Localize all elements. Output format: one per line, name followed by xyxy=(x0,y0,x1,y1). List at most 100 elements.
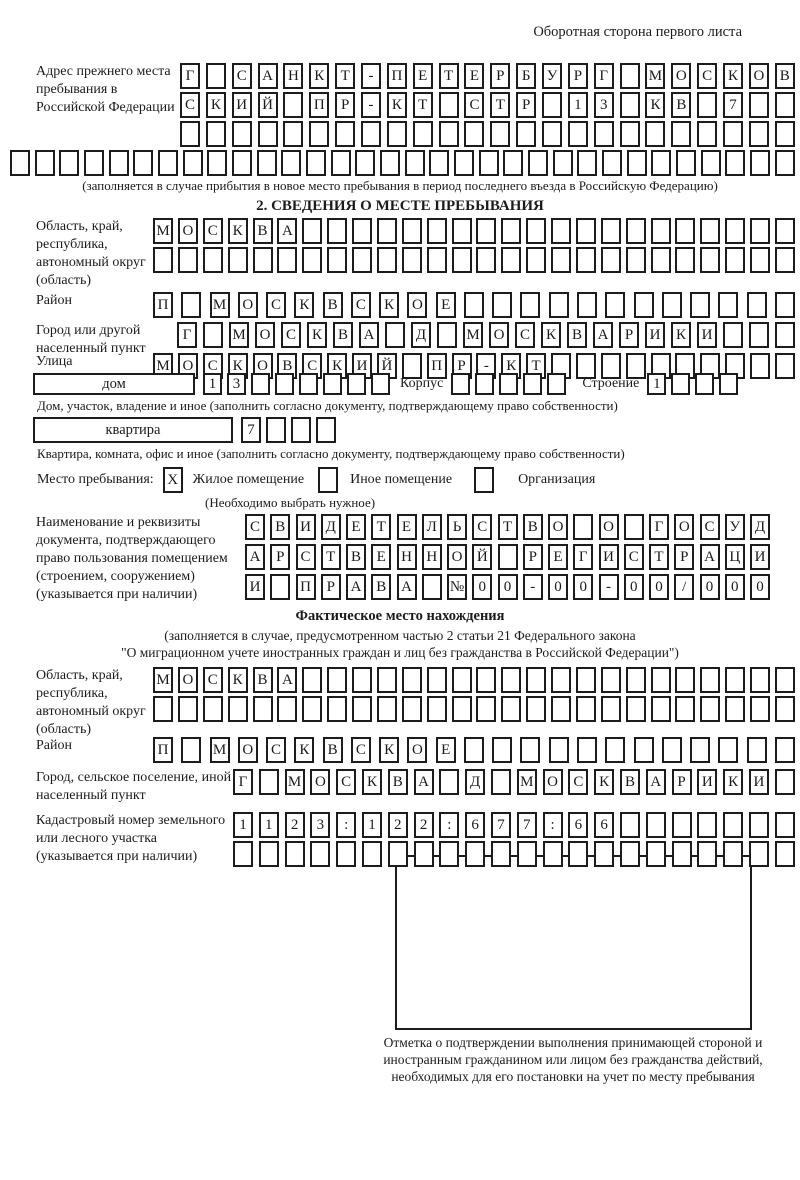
char-cell[interactable]: В xyxy=(252,667,273,693)
char-cell[interactable] xyxy=(700,218,721,244)
char-cell[interactable] xyxy=(302,696,323,722)
char-cell[interactable]: С xyxy=(202,667,223,693)
char-cell[interactable]: С xyxy=(464,92,485,118)
char-cell[interactable] xyxy=(576,292,597,318)
char-cell[interactable] xyxy=(352,218,372,244)
char-cell[interactable] xyxy=(619,121,640,147)
char-cell[interactable] xyxy=(503,150,524,176)
char-cell[interactable] xyxy=(426,218,447,244)
char-cell[interactable] xyxy=(676,150,697,176)
char-cell[interactable] xyxy=(625,696,646,722)
char-cell[interactable] xyxy=(277,247,298,273)
char-cell[interactable]: Д xyxy=(320,514,341,540)
char-cell[interactable] xyxy=(548,737,569,763)
char-cell[interactable]: Р xyxy=(619,322,639,348)
char-cell[interactable] xyxy=(205,121,226,147)
char-cell[interactable] xyxy=(347,373,366,395)
char-cell[interactable]: К xyxy=(723,769,744,795)
char-cell[interactable]: В xyxy=(252,218,273,244)
char-cell[interactable] xyxy=(749,322,769,348)
char-cell[interactable]: Б xyxy=(516,63,537,89)
char-cell[interactable] xyxy=(251,373,270,395)
char-cell[interactable] xyxy=(725,247,746,273)
char-cell[interactable]: О xyxy=(177,667,198,693)
char-cell[interactable] xyxy=(526,696,547,722)
char-cell[interactable]: 1 xyxy=(233,812,253,838)
char-cell[interactable]: Т xyxy=(320,544,341,570)
char-cell[interactable]: О xyxy=(674,514,695,540)
char-cell[interactable] xyxy=(750,150,771,176)
char-cell[interactable] xyxy=(476,696,497,722)
char-cell[interactable] xyxy=(774,247,795,273)
char-cell[interactable]: П xyxy=(386,63,407,89)
char-cell[interactable] xyxy=(725,696,746,722)
char-cell[interactable] xyxy=(437,322,457,348)
char-cell[interactable] xyxy=(153,696,173,722)
char-cell[interactable]: Е xyxy=(412,63,433,89)
char-cell[interactable] xyxy=(750,247,770,273)
char-cell[interactable] xyxy=(774,667,795,693)
char-cell[interactable]: Й xyxy=(257,92,278,118)
char-cell[interactable] xyxy=(774,812,795,838)
char-cell[interactable]: К xyxy=(379,737,400,763)
char-cell[interactable] xyxy=(439,841,460,867)
char-cell[interactable] xyxy=(600,667,621,693)
char-cell[interactable]: 6 xyxy=(465,812,486,838)
char-cell[interactable]: А xyxy=(277,218,298,244)
char-cell[interactable] xyxy=(181,737,202,763)
char-cell[interactable]: 0 xyxy=(472,574,493,600)
char-cell[interactable] xyxy=(302,667,323,693)
char-cell[interactable] xyxy=(575,696,596,722)
char-cell[interactable] xyxy=(387,841,408,867)
char-cell[interactable]: Р xyxy=(335,92,356,118)
char-cell[interactable]: О xyxy=(598,514,619,540)
char-cell[interactable] xyxy=(675,696,696,722)
char-cell[interactable] xyxy=(451,696,472,722)
char-cell[interactable]: И xyxy=(697,322,717,348)
char-cell[interactable]: Л xyxy=(421,514,442,540)
char-cell[interactable] xyxy=(697,841,718,867)
char-cell[interactable]: 0 xyxy=(750,574,770,600)
char-cell[interactable]: Р xyxy=(522,544,543,570)
char-cell[interactable] xyxy=(690,737,711,763)
char-cell[interactable] xyxy=(774,737,795,763)
char-cell[interactable]: Й xyxy=(472,544,493,570)
char-cell[interactable]: 0 xyxy=(548,574,568,600)
char-cell[interactable] xyxy=(451,667,472,693)
char-cell[interactable]: К xyxy=(294,737,315,763)
char-cell[interactable]: М xyxy=(284,769,305,795)
char-cell[interactable] xyxy=(575,218,596,244)
char-cell[interactable]: В xyxy=(619,769,640,795)
char-cell[interactable]: Т xyxy=(649,544,669,570)
char-cell[interactable] xyxy=(439,769,460,795)
char-cell[interactable] xyxy=(748,121,769,147)
char-cell[interactable] xyxy=(499,373,519,395)
apartment-type-box[interactable]: квартира xyxy=(33,417,233,443)
char-cell[interactable] xyxy=(625,667,646,693)
char-cell[interactable] xyxy=(203,322,223,348)
char-cell[interactable]: Т xyxy=(438,63,459,89)
char-cell[interactable] xyxy=(575,247,596,273)
char-cell[interactable]: И xyxy=(697,769,718,795)
char-cell[interactable] xyxy=(426,247,447,273)
char-cell[interactable] xyxy=(401,696,422,722)
char-cell[interactable] xyxy=(516,121,537,147)
char-cell[interactable]: В xyxy=(774,63,795,89)
char-cell[interactable] xyxy=(490,769,511,795)
char-cell[interactable]: В xyxy=(322,737,343,763)
char-cell[interactable]: П xyxy=(295,574,316,600)
char-cell[interactable] xyxy=(376,696,397,722)
char-cell[interactable]: / xyxy=(674,574,695,600)
char-cell[interactable]: С xyxy=(350,737,371,763)
char-cell[interactable] xyxy=(774,841,795,867)
char-cell[interactable] xyxy=(10,150,30,176)
char-cell[interactable] xyxy=(690,292,711,318)
char-cell[interactable]: А xyxy=(699,544,720,570)
char-cell[interactable]: 6 xyxy=(594,812,615,838)
char-cell[interactable] xyxy=(133,150,154,176)
char-cell[interactable] xyxy=(650,247,671,273)
char-cell[interactable]: К xyxy=(594,769,615,795)
char-cell[interactable]: А xyxy=(245,544,265,570)
char-cell[interactable] xyxy=(723,812,744,838)
char-cell[interactable] xyxy=(675,218,696,244)
